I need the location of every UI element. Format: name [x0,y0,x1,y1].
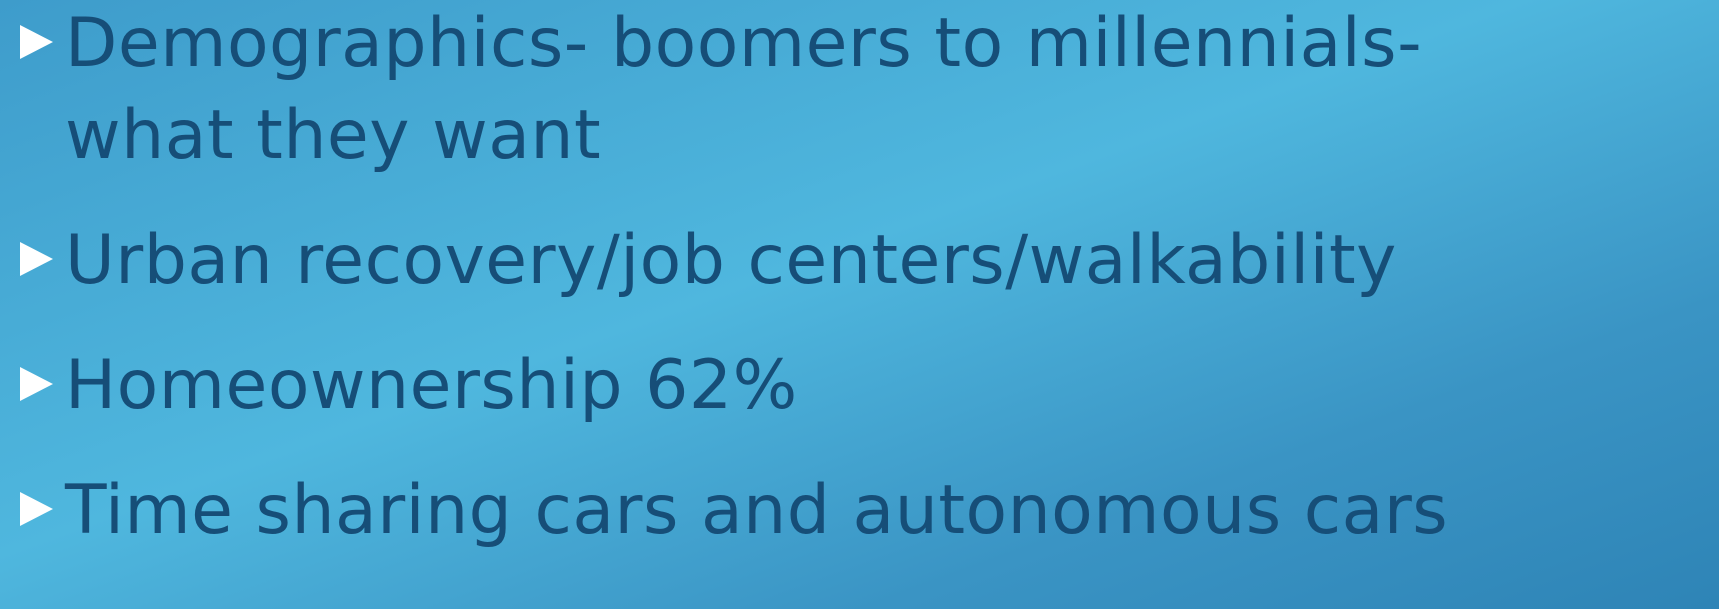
bullet-text: Urban recovery/job centers/walkability [65,221,1397,300]
bullet-text: Homeownership 62% [65,346,798,425]
bullet-item: Time sharing cars and autonomous cars [0,465,1565,557]
bullet-icon [20,242,53,276]
bullet-item: Urban recovery/job centers/walkability [0,215,1565,307]
bullet-item: Demographics- boomers to millennials- wh… [0,0,1565,182]
bullet-icon [20,367,53,401]
bullet-text: Demographics- boomers to millennials- wh… [65,4,1423,175]
bullet-icon [20,492,53,526]
bullet-item: Homeownership 62% [0,340,1565,432]
bullet-list: Demographics- boomers to millennials- wh… [0,0,1565,557]
bullet-icon [20,25,53,59]
bullet-text: Time sharing cars and autonomous cars [65,471,1449,550]
